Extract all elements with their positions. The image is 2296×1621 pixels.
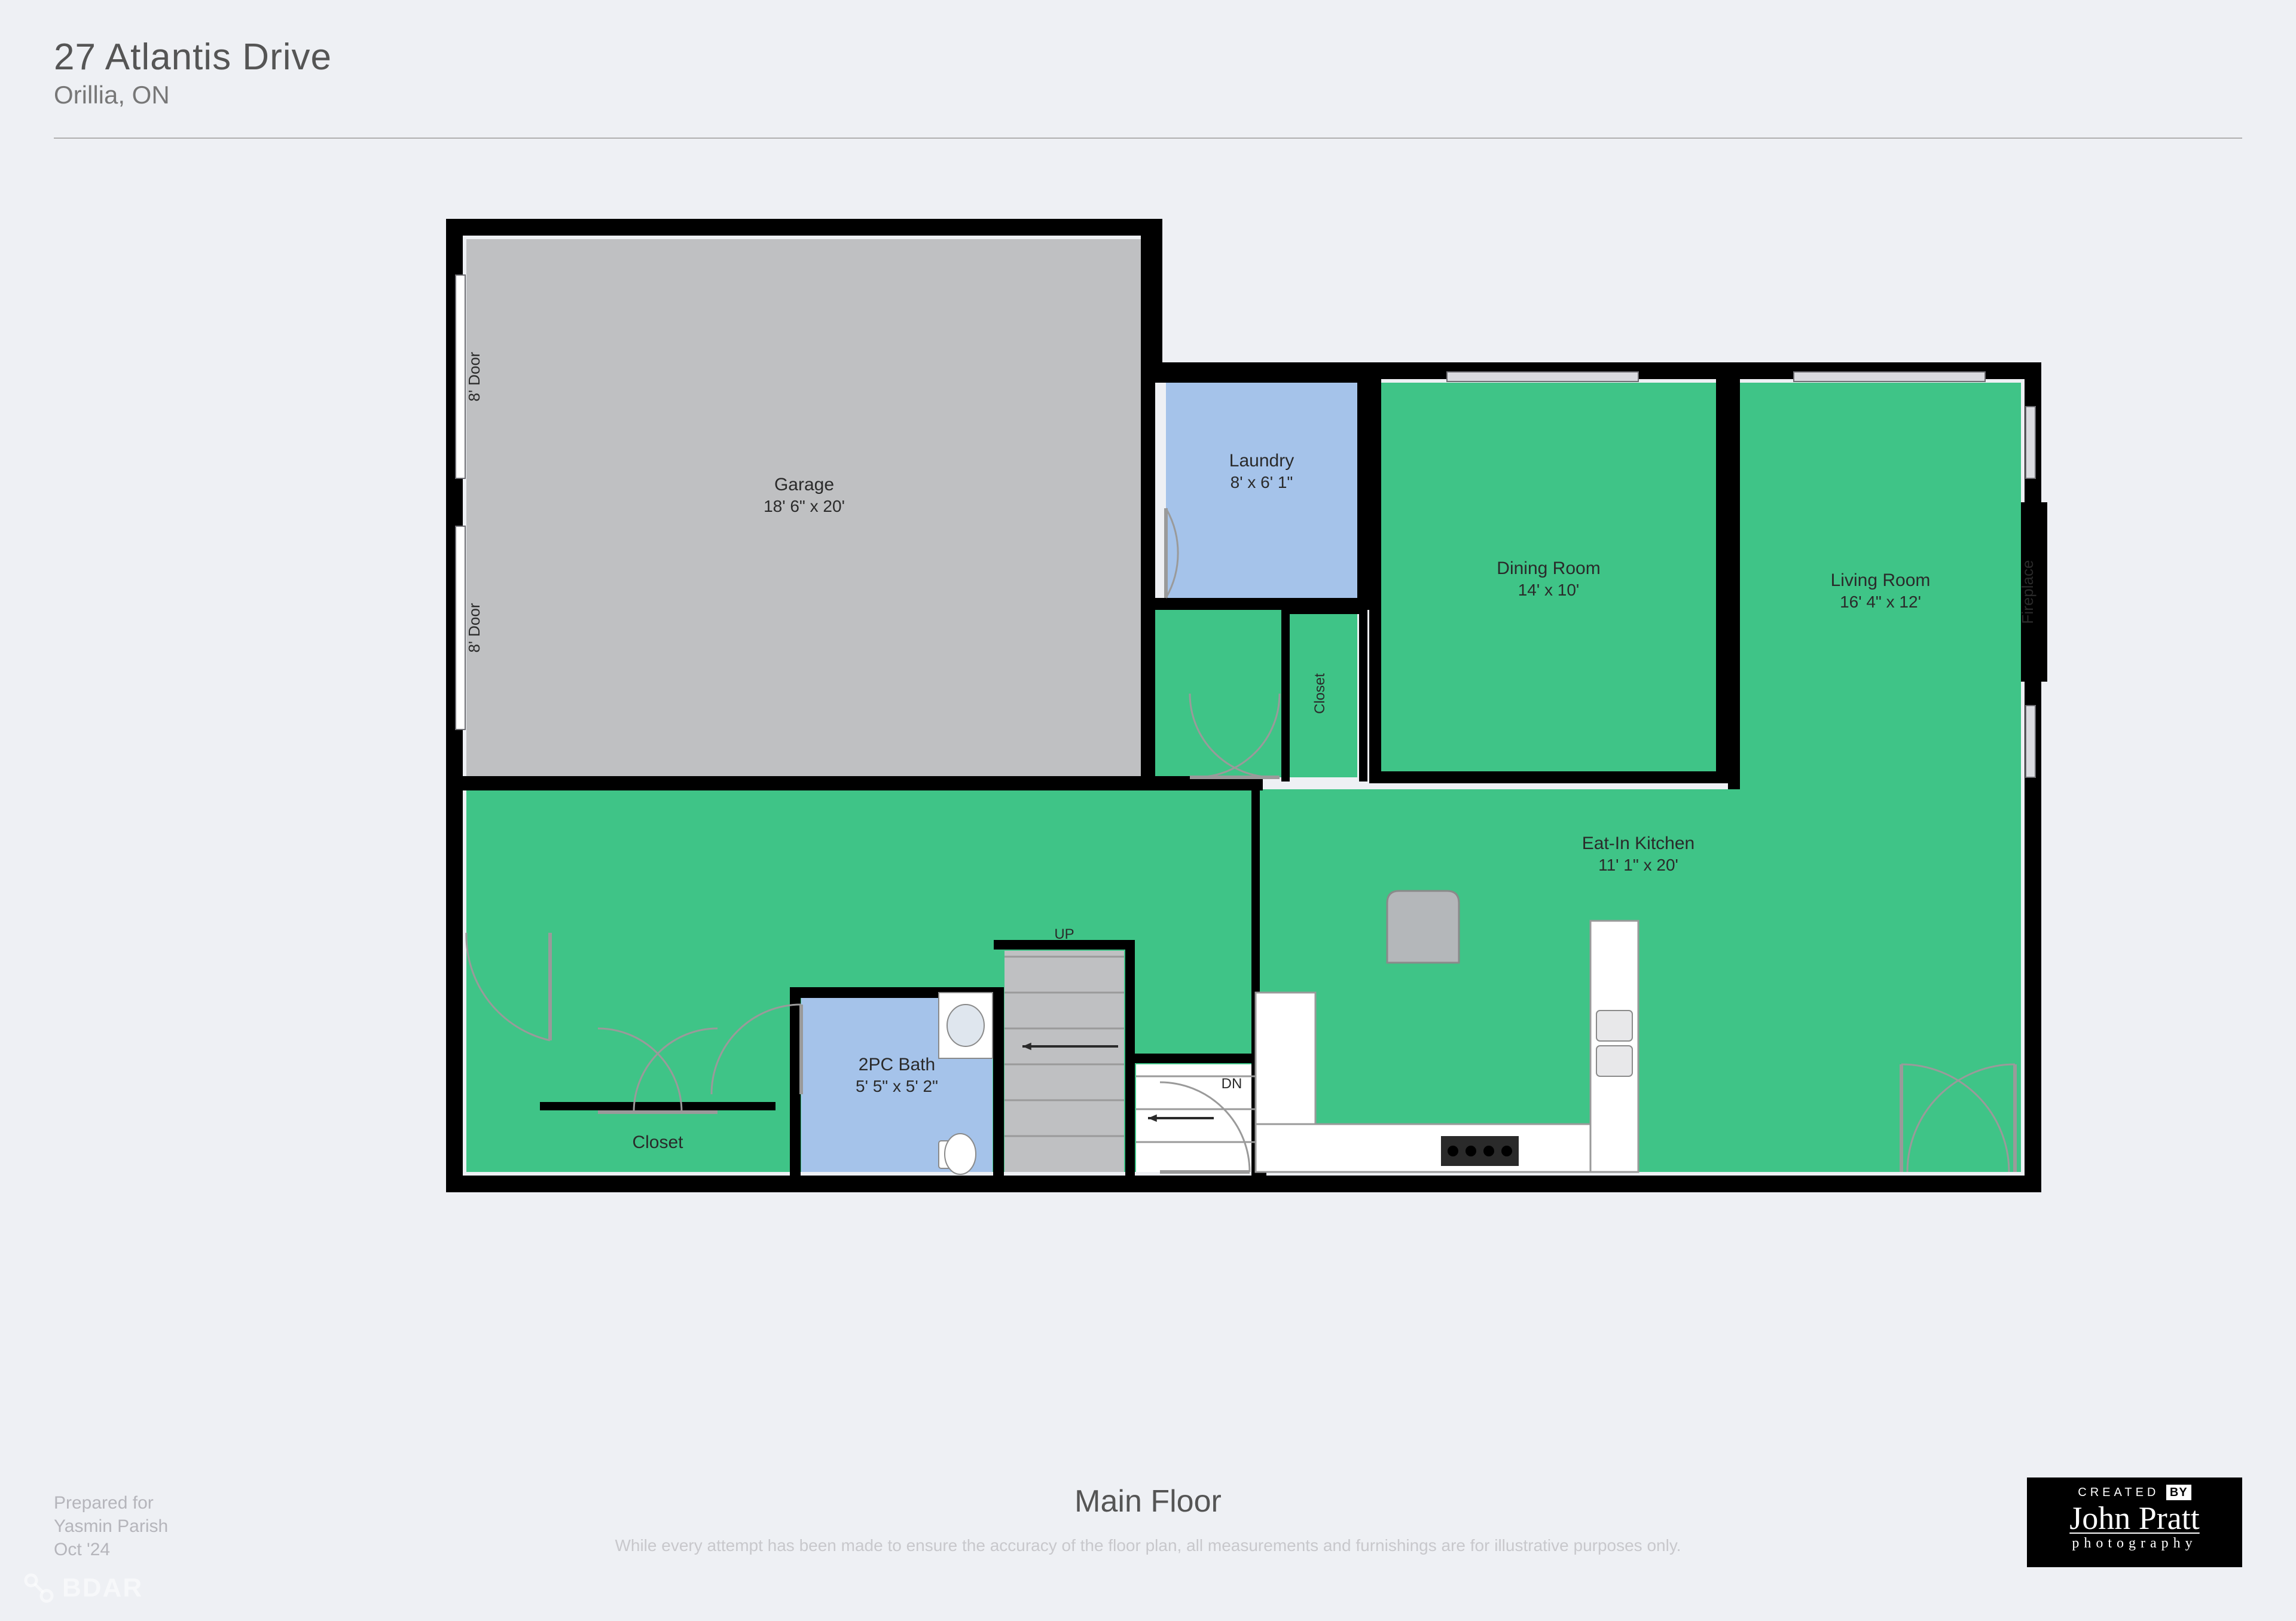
logo-name: John Pratt (2027, 1502, 2242, 1534)
room-stairs (1004, 951, 1124, 1172)
room-dim-kitchen: 11' 1" x 20' (1598, 856, 1678, 874)
sink-basin (1596, 1046, 1632, 1076)
prepared-date: Oct '24 (54, 1538, 168, 1561)
header: 27 Atlantis Drive Orillia, ON (54, 36, 2242, 109)
cooktop-burner (1448, 1146, 1458, 1156)
floor-title: Main Floor (0, 1483, 2296, 1519)
room-dim-living: 16' 4" x 12' (1840, 593, 1921, 611)
prepared-label: Prepared for (54, 1491, 168, 1515)
stair-dn-label: DN (1222, 1076, 1242, 1092)
prepared-for: Prepared for Yasmin Parish Oct '24 (54, 1491, 168, 1561)
logo-sub: photography (2027, 1535, 2242, 1552)
garage-door (456, 526, 465, 729)
cooktop-burner (1483, 1146, 1494, 1156)
cooktop-burner (1465, 1146, 1476, 1156)
cooktop-burner (1501, 1146, 1512, 1156)
window (2026, 706, 2035, 777)
floorplan-svg: 8' Door 8' Door Fireplace UP DN Garage 18' 6" … (239, 155, 2057, 1232)
garage-door-label: 8' Door (465, 603, 483, 652)
appliance (1387, 891, 1459, 963)
room-label-laundry: Laundry (1229, 451, 1294, 471)
address-line2: Orillia, ON (54, 81, 2242, 109)
creator-logo: CREATED BY John Pratt photography (2027, 1477, 2242, 1567)
room-label-closet_l: Closet (632, 1132, 683, 1152)
prepared-name: Yasmin Parish (54, 1515, 168, 1538)
stair-up-label: UP (1054, 926, 1074, 942)
watermark: BDAR (24, 1573, 143, 1603)
room-dim-bath: 5' 5" x 5' 2" (856, 1077, 938, 1095)
garage-door-label: 8' Door (465, 352, 483, 401)
disclaimer: While every attempt has been made to ens… (0, 1536, 2296, 1555)
garage-door (456, 275, 465, 478)
room-label-dining: Dining Room (1497, 558, 1600, 578)
logo-by: BY (2166, 1485, 2191, 1500)
logo-created: CREATED (2078, 1486, 2159, 1499)
fireplace-label: Fireplace (2019, 560, 2037, 624)
room-label-closet_c: Closet (1312, 673, 1328, 714)
room-label-living: Living Room (1831, 570, 1931, 590)
counter (1256, 1124, 1590, 1172)
room-dim-garage: 18' 6" x 20' (764, 497, 845, 515)
room-dim-laundry: 8' x 6' 1" (1231, 473, 1293, 492)
logo-created-line: CREATED BY (2027, 1486, 2242, 1500)
room-label-kitchen: Eat-In Kitchen (1582, 834, 1694, 853)
vanity-sink (947, 1005, 984, 1046)
link-nodes-icon (24, 1573, 54, 1603)
room-dining (1381, 383, 1716, 777)
toilet-bowl (945, 1134, 976, 1174)
window (1447, 372, 1638, 381)
header-divider (54, 138, 2242, 139)
window (1794, 372, 1985, 381)
room-dim-dining: 14' x 10' (1518, 581, 1580, 599)
room-label-bath: 2PC Bath (859, 1055, 935, 1074)
sink-basin (1596, 1011, 1632, 1041)
watermark-text: BDAR (62, 1573, 143, 1603)
room-living (1740, 383, 2021, 1172)
floorplan-stage: 8' Door 8' Door Fireplace UP DN Garage 18' 6" … (0, 155, 2296, 1466)
room-label-garage: Garage (774, 475, 834, 494)
address-line1: 27 Atlantis Drive (54, 36, 2242, 78)
window (2026, 407, 2035, 478)
